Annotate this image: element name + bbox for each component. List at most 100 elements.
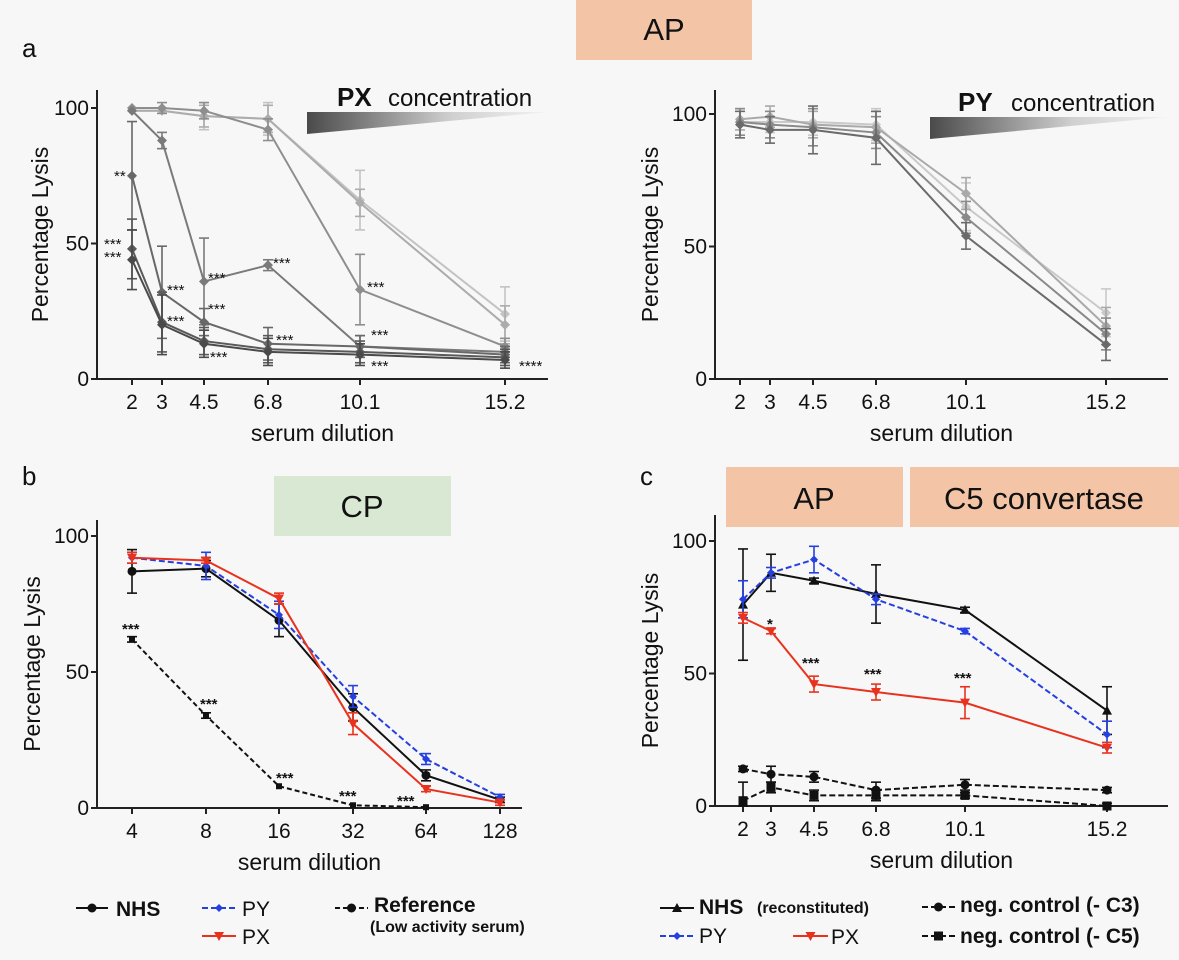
y-tick-label: 0 bbox=[77, 368, 89, 391]
significance-label: **** bbox=[519, 358, 543, 375]
x-tick-label: 3 bbox=[764, 391, 776, 414]
data-point bbox=[1102, 743, 1112, 753]
data-point bbox=[766, 782, 776, 792]
significance-label: *** bbox=[371, 327, 389, 344]
series-line bbox=[742, 786, 1108, 807]
data-point bbox=[766, 769, 776, 779]
data-point bbox=[276, 783, 282, 790]
legend-nhs-swatch-marker bbox=[87, 903, 97, 913]
series-2 bbox=[735, 107, 1111, 351]
legend-py-label: PY bbox=[242, 898, 270, 921]
banner-c5-convertase bbox=[910, 467, 1179, 527]
significance-label: *** bbox=[371, 358, 389, 375]
data-point bbox=[739, 595, 747, 604]
series-3-reference bbox=[127, 635, 429, 811]
data-point bbox=[871, 132, 881, 143]
significance-label: *** bbox=[954, 670, 972, 687]
data-point bbox=[767, 568, 775, 577]
x-tick-label: 6.8 bbox=[253, 391, 282, 414]
data-point bbox=[960, 780, 970, 790]
significance-label: *** bbox=[273, 255, 291, 272]
x-tick-label: 4.5 bbox=[799, 818, 828, 841]
x-axis-title: serum dilution bbox=[870, 420, 1013, 446]
legend-panel-b: NHS PY PX Reference (Low activity serum) bbox=[76, 894, 525, 949]
x-tick-label: 128 bbox=[482, 820, 517, 843]
y-tick-label: 0 bbox=[695, 368, 707, 391]
legend-nhs-reconstituted-swatch-marker bbox=[672, 903, 682, 912]
series-0-nhs bbox=[127, 548, 505, 805]
data-point bbox=[960, 698, 970, 708]
series-line bbox=[131, 248, 506, 359]
y-axis-title: Percentage Lysis bbox=[27, 147, 53, 323]
chart-c5-convertase: 0 50 100 2 3 4.5 6.8 10.1 15.2 serum dilution Perc… bbox=[637, 515, 1168, 873]
series-line bbox=[739, 123, 1107, 346]
series-line bbox=[742, 571, 1108, 712]
significance-label: *** bbox=[167, 282, 185, 299]
series-line bbox=[131, 259, 506, 362]
x-tick-label: 3 bbox=[156, 391, 168, 414]
data-point bbox=[960, 604, 970, 614]
chart-py-dose: 0 50 100 2 3 4.5 6.8 10.1 15.2 serum dilution Perc… bbox=[637, 87, 1168, 446]
significance-label: *** bbox=[208, 301, 226, 318]
concentration-label-compound: PX bbox=[337, 82, 372, 112]
series-line bbox=[739, 120, 1107, 335]
data-point bbox=[809, 575, 819, 585]
legend-py-c-label: PY bbox=[699, 925, 727, 948]
series-6 bbox=[127, 229, 510, 369]
x-axis-title: serum dilution bbox=[251, 420, 394, 446]
significance-label: *** bbox=[210, 349, 228, 366]
series-line bbox=[131, 110, 506, 353]
series-1-py bbox=[127, 551, 505, 802]
series-line bbox=[132, 109, 506, 315]
data-point bbox=[127, 170, 137, 181]
legend-py-swatch-marker bbox=[215, 904, 223, 912]
legend-nhs-label: NHS bbox=[116, 898, 160, 921]
panel-letter-b: b bbox=[22, 461, 36, 491]
data-point bbox=[355, 197, 365, 208]
data-point bbox=[738, 796, 748, 806]
x-tick-label: 4.5 bbox=[189, 391, 218, 414]
banner-c5-convertase-label: C5 convertase bbox=[944, 481, 1144, 516]
data-point bbox=[355, 284, 365, 295]
data-point bbox=[871, 790, 881, 800]
legend-px-label: PX bbox=[242, 926, 270, 949]
x-tick-label: 15.2 bbox=[485, 391, 526, 414]
data-point bbox=[157, 319, 167, 330]
significance-label: *** bbox=[167, 313, 185, 330]
data-point bbox=[422, 755, 430, 764]
y-tick-label: 50 bbox=[684, 236, 707, 259]
data-point bbox=[809, 772, 819, 782]
y-axis-title: Percentage Lysis bbox=[637, 147, 663, 323]
data-point bbox=[960, 790, 970, 800]
data-point bbox=[274, 594, 284, 604]
legend-neg-c5-swatch-marker bbox=[934, 931, 943, 941]
data-point bbox=[495, 798, 505, 808]
data-point bbox=[421, 784, 431, 794]
significance-label: *** bbox=[339, 788, 357, 805]
y-tick-label: 50 bbox=[684, 663, 707, 686]
data-point bbox=[871, 688, 881, 698]
series-4-neg-control-c5- bbox=[738, 781, 1112, 811]
x-tick-label: 4.5 bbox=[798, 391, 827, 414]
data-point bbox=[199, 105, 209, 116]
data-point bbox=[961, 188, 971, 199]
significance-label: *** bbox=[200, 696, 218, 713]
data-point bbox=[199, 338, 209, 349]
x-tick-label: 6.8 bbox=[861, 818, 890, 841]
data-point bbox=[808, 124, 818, 135]
data-point bbox=[1101, 339, 1111, 350]
x-axis-title: serum dilution bbox=[238, 849, 381, 875]
significance-label: *** bbox=[397, 793, 415, 810]
series-3-neg-control-c3- bbox=[738, 764, 1112, 799]
series-2-px bbox=[738, 611, 1112, 754]
x-tick-label: 15.2 bbox=[1086, 391, 1127, 414]
series-line bbox=[739, 115, 1107, 327]
x-axis-title: serum dilution bbox=[870, 847, 1013, 873]
significance-label: *** bbox=[104, 249, 122, 266]
banner-cp bbox=[274, 476, 451, 536]
concentration-label: concentration bbox=[1011, 90, 1155, 117]
y-axis-title: Percentage Lysis bbox=[19, 576, 45, 752]
data-point bbox=[961, 212, 971, 223]
x-tick-label: 10.1 bbox=[945, 818, 986, 841]
